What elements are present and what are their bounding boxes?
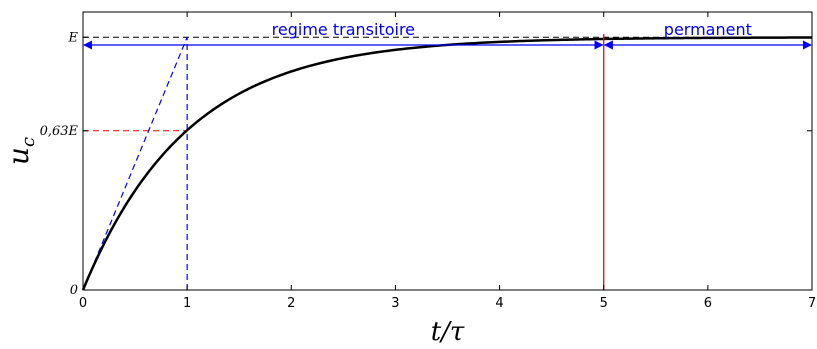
x-tick-label: 4 (495, 296, 503, 311)
x-tick-label: 2 (287, 296, 295, 311)
x-tick-label: 7 (808, 296, 816, 311)
x-tick-label: 1 (183, 296, 191, 311)
y-tick-label: 0 (70, 283, 78, 298)
x-tick-label: 0 (79, 296, 87, 311)
charging-curve (81, 36, 813, 291)
x-tick-label: 5 (600, 296, 608, 311)
transient-region-label: regime transitoire (272, 20, 415, 39)
y-tick-label: 0,63E (40, 124, 79, 139)
y-tick-label: E (68, 30, 79, 45)
y-axis-label: uc (2, 137, 39, 165)
x-axis-label: t/τ (431, 317, 465, 347)
y-axis-ticks: 0 0,63E E (40, 30, 812, 298)
permanent-region-label: permanent (664, 20, 752, 39)
x-axis-ticks: 0 1 2 3 4 5 6 7 (79, 12, 816, 311)
x-tick-label: 6 (704, 296, 712, 311)
x-tick-label: 3 (391, 296, 399, 311)
plot-frame (82, 11, 813, 291)
tangent-dashed-line (82, 37, 188, 291)
